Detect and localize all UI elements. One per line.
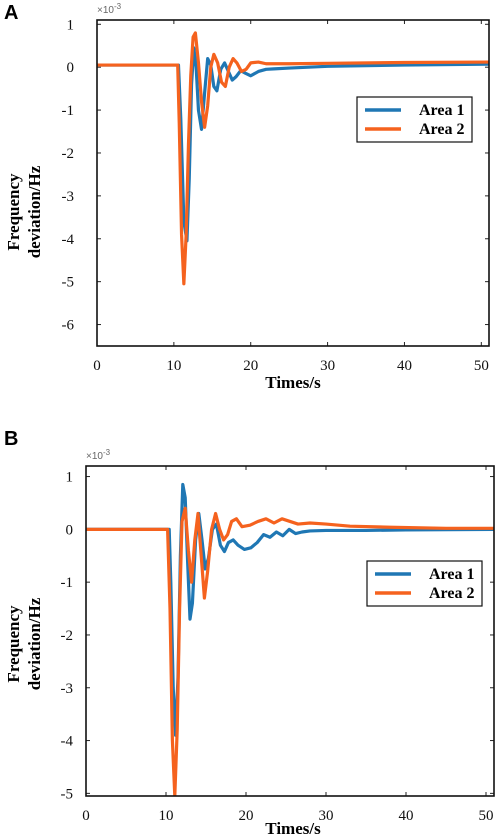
x-axis-label-b: Times/s: [265, 819, 321, 838]
x-tick-label: 10: [166, 358, 181, 374]
y-tick-label: -5: [62, 275, 75, 291]
x-tick-label: 20: [243, 358, 258, 374]
legend-box: [356, 96, 473, 143]
y-tick-label: 0: [66, 522, 74, 538]
x-tick-label: 30: [320, 358, 335, 374]
plot-frame: [85, 465, 495, 797]
series-line-2: [86, 506, 494, 796]
chart-panel-b: B ×10-3 Frequency deviation/Hz Times/s 0…: [4, 428, 495, 838]
x-tick-label: 10: [159, 808, 174, 824]
y-tick-label: -4: [62, 232, 75, 248]
x-tick-label: 40: [399, 808, 414, 824]
series-line-1: [97, 46, 489, 243]
y-tick-label: 1: [67, 17, 75, 33]
x-tick-label: 50: [474, 358, 489, 374]
legend-box: [366, 560, 483, 607]
legend-label: Area 2: [419, 121, 464, 138]
x-tick-label: 50: [479, 808, 494, 824]
legend-label: Area 2: [429, 585, 474, 602]
panel-label-a: A: [4, 2, 18, 24]
y-axis-label-a: Frequency deviation/Hz: [4, 165, 44, 258]
legend: Area 1 Area 2: [356, 96, 473, 143]
y-tick-label: 1: [66, 470, 74, 486]
y-tick-label: -4: [61, 734, 74, 750]
y-tick-label: -5: [61, 786, 74, 802]
legend-label: Area 1: [419, 102, 464, 119]
y-axis-label-line1: Frequency: [4, 173, 23, 251]
x-tick-label: 40: [397, 358, 412, 374]
plot-frame: [96, 19, 490, 347]
series-line-2: [97, 31, 489, 286]
y-axis-label-line2: deviation/Hz: [25, 597, 44, 690]
panel-label-b: B: [4, 428, 18, 450]
y-tick-label: -2: [62, 146, 75, 162]
y-axis-label-b: Frequency deviation/Hz: [4, 597, 44, 690]
y-tick-label: -1: [61, 575, 74, 591]
y-tick-label: -3: [61, 681, 74, 697]
y-tick-label: 0: [67, 60, 75, 76]
chart-panel-a: A ×10-3 Frequency deviation/Hz Times/s 0…: [4, 2, 490, 392]
x-tick-label: 20: [239, 808, 254, 824]
y-axis-label-line2: deviation/Hz: [25, 165, 44, 258]
y-tick-label: -1: [62, 103, 75, 119]
plot-area: [86, 466, 494, 796]
y-tick-label: -2: [61, 628, 74, 644]
legend: Area 1 Area 2: [366, 560, 483, 607]
y-tick-label: -3: [62, 189, 75, 205]
x-tick-label: 0: [93, 358, 101, 374]
y-tick-label: -6: [62, 318, 75, 334]
y-exponent-b: ×10-3: [86, 448, 111, 462]
y-axis-label-line1: Frequency: [4, 605, 23, 683]
x-axis-label-a: Times/s: [265, 373, 321, 392]
legend-label: Area 1: [429, 566, 474, 583]
x-tick-label: 30: [319, 808, 334, 824]
plot-area: [97, 20, 489, 346]
x-tick-label: 0: [82, 808, 90, 824]
y-exponent-a: ×10-3: [97, 2, 122, 16]
